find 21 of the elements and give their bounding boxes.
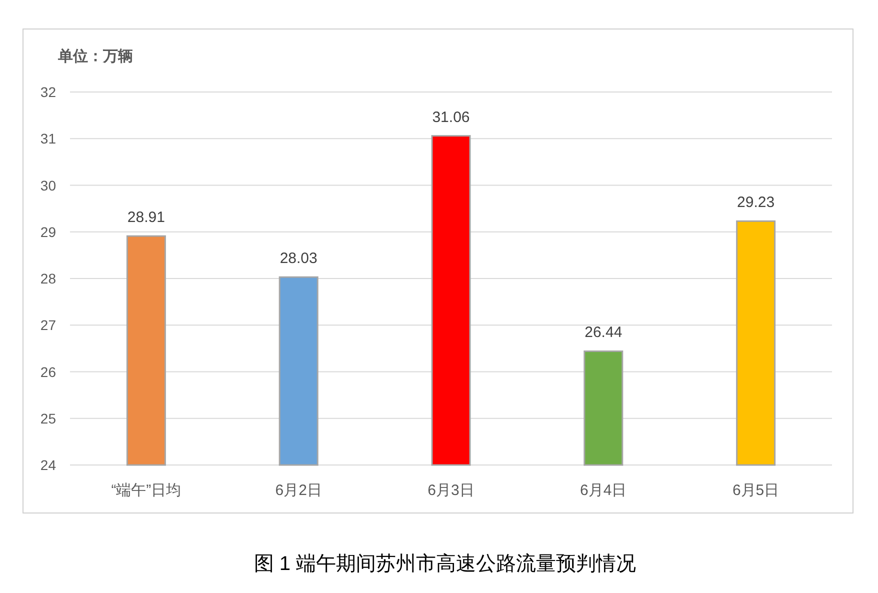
y-tick-label: 29 <box>40 224 56 240</box>
y-tick-label: 31 <box>40 130 56 147</box>
x-tick-label: 6月4日 <box>580 482 627 499</box>
y-tick-label: 27 <box>40 317 56 334</box>
y-axis-title: 单位：万辆 <box>57 48 133 65</box>
data-label: 28.91 <box>127 209 165 226</box>
data-label: 26.44 <box>584 324 622 342</box>
data-label: 31.06 <box>432 108 470 126</box>
text: 图 1 端午期间苏州市高速公路流量预判情况 <box>254 552 636 575</box>
x-tick-label: 6月3日 <box>428 482 474 499</box>
x-tick-label: 6月2日 <box>275 482 322 499</box>
y-tick-label: 24 <box>40 457 56 473</box>
y-tick-label: 25 <box>40 410 56 426</box>
y-tick-label: 26 <box>40 364 56 380</box>
x-tick-label: “端午”日均 <box>111 482 182 499</box>
y-tick-label: 28 <box>40 270 56 286</box>
x-tick-label: 6月5日 <box>732 482 780 499</box>
y-tick-label: 30 <box>40 177 56 194</box>
y-tick-label: 32 <box>40 84 56 100</box>
data-label: 28.03 <box>280 250 318 268</box>
data-label: 29.23 <box>737 194 775 212</box>
